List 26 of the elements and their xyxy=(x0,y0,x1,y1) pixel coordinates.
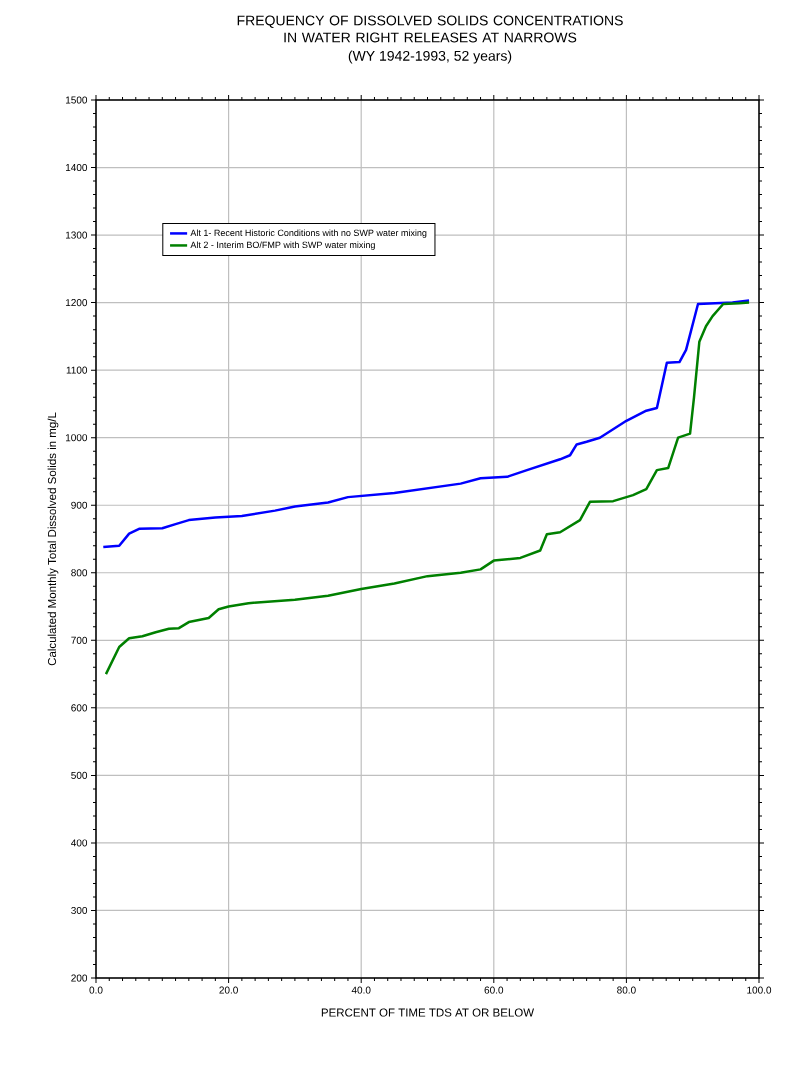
y-tick-label: 1200 xyxy=(65,299,88,307)
chart-title: FREQUENCY OF DISSOLVED SOLIDS CONCENTRATIONS IN WATER RIGHT RELEASES AT NARROWS xyxy=(237,15,623,43)
x-axis-title: PERCENT OF TIME TDS AT OR BELOW xyxy=(321,1008,535,1017)
y-axis-title: Calculated Monthly Total Dissolved Solids in mg/L xyxy=(47,412,59,666)
x-tick-label: 40.0 xyxy=(351,986,371,994)
x-tick-label: 20.0 xyxy=(219,986,238,994)
y-tick-label: 700 xyxy=(71,636,88,644)
y-tick-label: 900 xyxy=(71,501,88,509)
x-tick-label: 60.0 xyxy=(484,986,504,994)
chart-subtitle: (WY 1942-1993, 52 years) xyxy=(348,50,512,64)
y-tick-label: 1500 xyxy=(65,96,88,104)
legend-label: Alt 2 - Interim BO/FMP with SWP water mixing xyxy=(190,241,375,250)
y-tick-label: 800 xyxy=(71,569,88,577)
y-tick-label: 1300 xyxy=(65,231,88,239)
y-tick-label: 1000 xyxy=(65,434,88,442)
x-tick-label: 100.0 xyxy=(747,986,772,994)
y-tick-label: 500 xyxy=(71,771,88,779)
x-tick-label: 0.0 xyxy=(89,986,103,994)
y-tick-label: 200 xyxy=(71,974,88,982)
y-tick-label: 1400 xyxy=(65,164,88,172)
legend-label: Alt 1- Recent Historic Conditions with no SWP water mixing xyxy=(190,229,427,238)
x-tick-label: 80.0 xyxy=(617,986,636,994)
y-tick-label: 600 xyxy=(71,704,88,712)
y-tick-label: 1100 xyxy=(66,366,88,374)
y-tick-label: 400 xyxy=(71,839,88,847)
y-tick-label: 300 xyxy=(71,906,88,914)
